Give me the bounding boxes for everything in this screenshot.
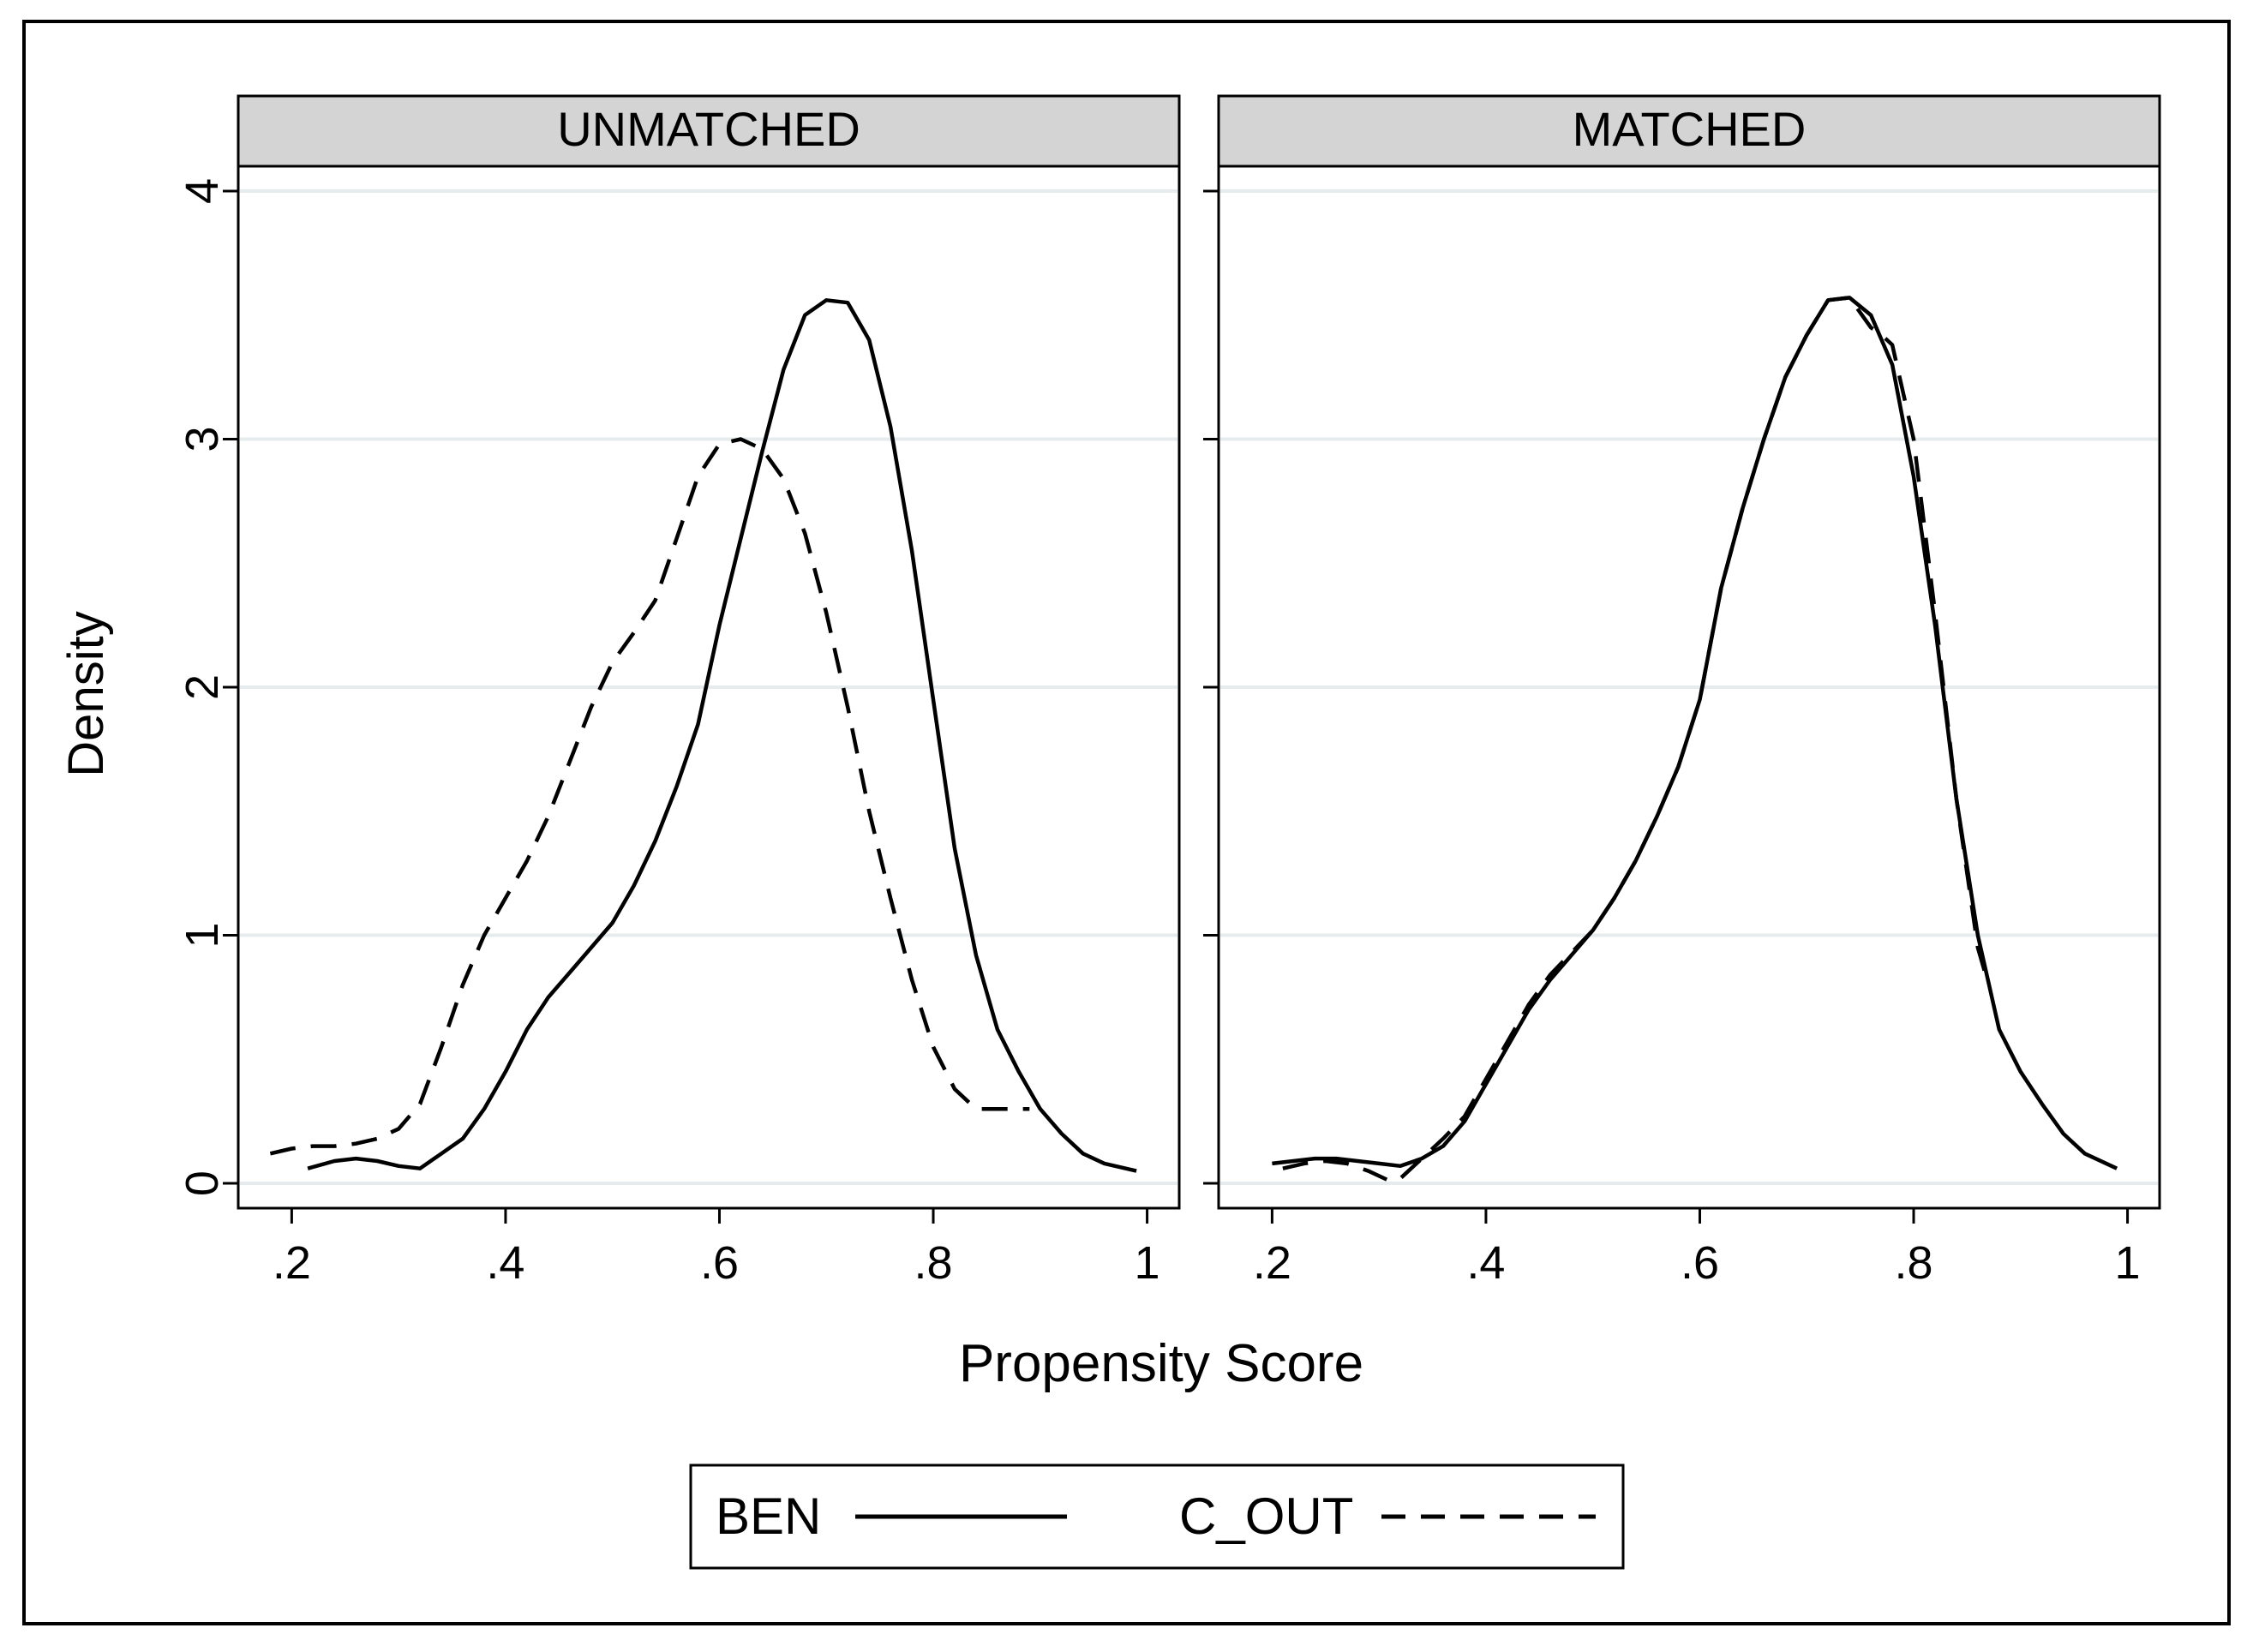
panel-title-matched: MATCHED bbox=[1573, 102, 1807, 156]
x-tick-label-unmatched-1: .4 bbox=[486, 1237, 524, 1289]
y-tick-label-3: 3 bbox=[177, 426, 228, 452]
legend-label-ben: BEN bbox=[716, 1487, 821, 1545]
outer-frame bbox=[22, 20, 2231, 1625]
strip-unmatched bbox=[237, 94, 1181, 168]
panel-matched: MATCHED .2 .4 .6 .8 1 bbox=[1203, 94, 2161, 1289]
panel-title-unmatched: UNMATCHED bbox=[557, 102, 860, 156]
x-tick-label-matched-2: .6 bbox=[1681, 1237, 1719, 1289]
series-ben-unmatched bbox=[307, 298, 1137, 1173]
x-axis-label: Propensity Score bbox=[959, 1334, 1363, 1393]
series-c-out-unmatched bbox=[269, 437, 1030, 1156]
y-tick-label-1: 1 bbox=[177, 923, 228, 949]
panel-unmatched: UNMATCHED .2 .4 .6 .8 1 0 1 2 3 4 bbox=[177, 94, 1181, 1289]
x-tick-label-unmatched-2: .6 bbox=[700, 1237, 739, 1289]
x-tick-label-unmatched-4: 1 bbox=[1135, 1237, 1160, 1289]
strip-matched bbox=[1217, 94, 2161, 168]
y-tick-label-4: 4 bbox=[177, 178, 228, 204]
x-tick-label-unmatched-0: .2 bbox=[273, 1237, 311, 1289]
y-tick-label-0: 0 bbox=[177, 1170, 228, 1196]
y-axis-label: Density bbox=[58, 611, 114, 776]
x-tick-label-matched-0: .2 bbox=[1253, 1237, 1291, 1289]
series-c-out-matched bbox=[1282, 296, 1991, 1183]
x-tick-label-matched-3: .8 bbox=[1894, 1237, 1932, 1289]
panels-layer: UNMATCHED .2 .4 .6 .8 1 0 1 2 3 4 MATCHED .2 .4 .6 .8 1 bbox=[177, 94, 2161, 1289]
legend-label-c-out: C_OUT bbox=[1179, 1487, 1353, 1545]
legend: BEN C_OUT bbox=[689, 1463, 1625, 1570]
x-tick-label-unmatched-3: .8 bbox=[914, 1237, 952, 1289]
x-tick-label-matched-4: 1 bbox=[2115, 1237, 2141, 1289]
y-tick-label-2: 2 bbox=[177, 674, 228, 700]
x-tick-label-matched-1: .4 bbox=[1466, 1237, 1505, 1289]
